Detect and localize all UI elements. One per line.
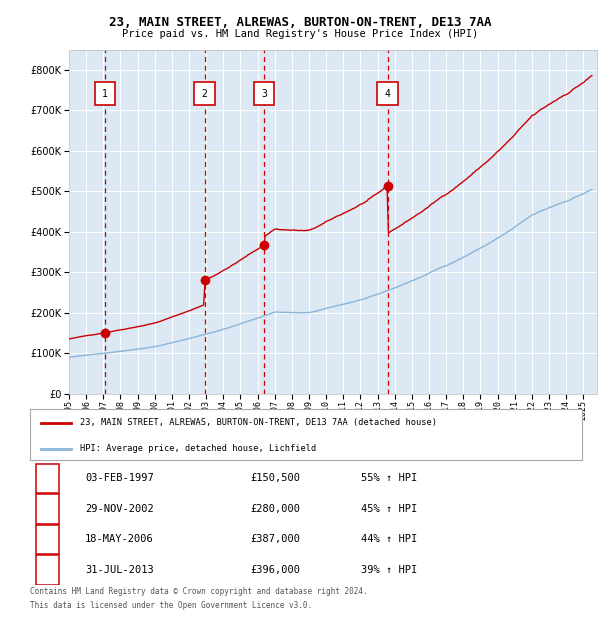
Text: £396,000: £396,000 [251,565,301,575]
Text: 4: 4 [385,89,391,99]
Text: 45% ↑ HPI: 45% ↑ HPI [361,504,418,514]
Text: This data is licensed under the Open Government Licence v3.0.: This data is licensed under the Open Gov… [30,601,312,610]
Text: 55% ↑ HPI: 55% ↑ HPI [361,474,418,484]
Text: £280,000: £280,000 [251,504,301,514]
Text: 3: 3 [261,89,267,99]
FancyBboxPatch shape [35,464,59,493]
Text: 44% ↑ HPI: 44% ↑ HPI [361,534,418,544]
FancyBboxPatch shape [254,82,274,105]
Text: £387,000: £387,000 [251,534,301,544]
Text: 39% ↑ HPI: 39% ↑ HPI [361,565,418,575]
FancyBboxPatch shape [35,525,59,554]
Text: Contains HM Land Registry data © Crown copyright and database right 2024.: Contains HM Land Registry data © Crown c… [30,587,368,596]
FancyBboxPatch shape [95,82,115,105]
Text: 18-MAY-2006: 18-MAY-2006 [85,534,154,544]
FancyBboxPatch shape [35,494,59,524]
Text: 4: 4 [44,565,50,575]
Text: 23, MAIN STREET, ALREWAS, BURTON-ON-TRENT, DE13 7AA: 23, MAIN STREET, ALREWAS, BURTON-ON-TREN… [109,16,491,29]
Text: 23, MAIN STREET, ALREWAS, BURTON-ON-TRENT, DE13 7AA (detached house): 23, MAIN STREET, ALREWAS, BURTON-ON-TREN… [80,418,437,427]
Text: HPI: Average price, detached house, Lichfield: HPI: Average price, detached house, Lich… [80,445,316,453]
Text: Price paid vs. HM Land Registry's House Price Index (HPI): Price paid vs. HM Land Registry's House … [122,29,478,38]
Text: 1: 1 [102,89,108,99]
Text: 3: 3 [44,534,50,544]
Text: 1: 1 [44,474,50,484]
FancyBboxPatch shape [35,556,59,585]
Text: 31-JUL-2013: 31-JUL-2013 [85,565,154,575]
Text: 2: 2 [202,89,208,99]
FancyBboxPatch shape [377,82,398,105]
FancyBboxPatch shape [194,82,215,105]
Text: 29-NOV-2002: 29-NOV-2002 [85,504,154,514]
Text: 03-FEB-1997: 03-FEB-1997 [85,474,154,484]
Text: 2: 2 [44,504,50,514]
Text: £150,500: £150,500 [251,474,301,484]
